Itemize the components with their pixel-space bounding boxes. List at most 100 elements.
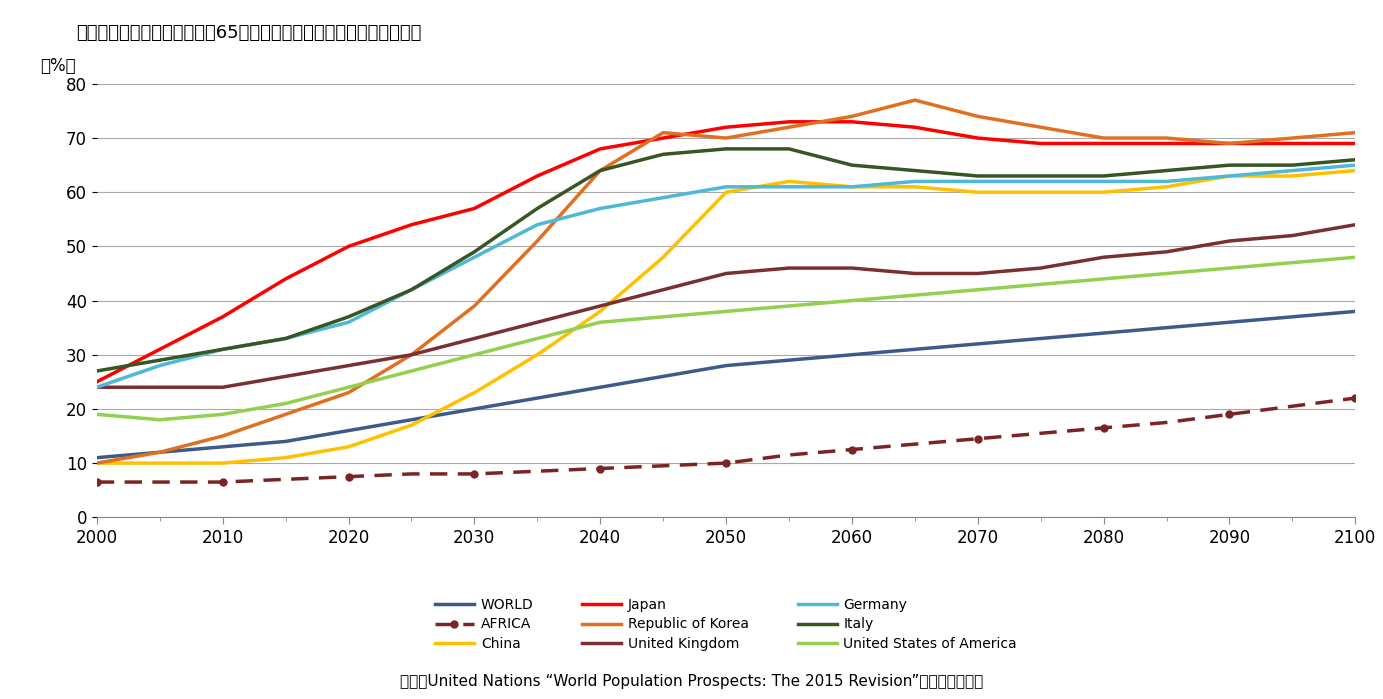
WORLD xyxy=(214,442,231,451)
United States of America xyxy=(781,302,798,310)
Germany xyxy=(781,182,798,191)
Republic of Korea xyxy=(404,350,420,359)
Republic of Korea xyxy=(718,134,734,143)
AFRICA xyxy=(718,459,734,467)
China xyxy=(278,454,295,462)
Republic of Korea xyxy=(340,389,357,397)
Republic of Korea xyxy=(152,448,169,456)
AFRICA xyxy=(592,464,609,473)
Japan xyxy=(656,134,672,143)
WORLD xyxy=(844,350,860,359)
Germany xyxy=(656,194,672,202)
Republic of Korea xyxy=(1221,139,1238,147)
Japan xyxy=(1221,139,1238,147)
United States of America xyxy=(1033,280,1050,289)
AFRICA xyxy=(656,461,672,470)
Japan xyxy=(1159,139,1176,147)
United States of America xyxy=(530,334,546,343)
WORLD xyxy=(89,454,105,462)
WORLD xyxy=(592,383,609,391)
AFRICA xyxy=(969,435,986,443)
Italy xyxy=(89,367,105,375)
United Kingdom xyxy=(969,269,986,278)
Italy xyxy=(1033,172,1050,180)
Japan xyxy=(340,242,357,250)
United Kingdom xyxy=(214,383,231,391)
Italy xyxy=(718,145,734,153)
WORLD xyxy=(969,340,986,348)
Line: Republic of Korea: Republic of Korea xyxy=(97,100,1355,463)
Line: Germany: Germany xyxy=(97,165,1355,387)
United States of America xyxy=(152,415,169,424)
WORLD xyxy=(466,405,483,413)
United Kingdom xyxy=(340,361,357,370)
Germany xyxy=(1285,166,1301,175)
Japan xyxy=(907,123,924,131)
Japan xyxy=(404,221,420,229)
United Kingdom xyxy=(530,318,546,326)
Line: United Kingdom: United Kingdom xyxy=(97,225,1355,387)
United Kingdom xyxy=(1347,221,1364,229)
AFRICA xyxy=(844,445,860,454)
United Kingdom xyxy=(656,285,672,294)
China xyxy=(466,389,483,397)
WORLD xyxy=(152,448,169,456)
Republic of Korea xyxy=(1159,134,1176,143)
Germany xyxy=(1347,161,1364,169)
United Kingdom xyxy=(1095,253,1112,261)
China xyxy=(152,459,169,467)
Republic of Korea xyxy=(969,112,986,120)
Republic of Korea xyxy=(1285,134,1301,143)
United Kingdom xyxy=(89,383,105,391)
Republic of Korea xyxy=(592,166,609,175)
United Kingdom xyxy=(1221,237,1238,245)
United Kingdom xyxy=(152,383,169,391)
Italy xyxy=(1285,161,1301,169)
China xyxy=(89,459,105,467)
Germany xyxy=(969,177,986,185)
United States of America xyxy=(656,312,672,321)
Germany xyxy=(1221,172,1238,180)
Germany xyxy=(404,285,420,294)
United States of America xyxy=(214,410,231,419)
Germany xyxy=(340,318,357,326)
Line: WORLD: WORLD xyxy=(97,312,1355,458)
Germany xyxy=(1095,177,1112,185)
AFRICA xyxy=(466,470,483,478)
WORLD xyxy=(1347,308,1364,316)
Republic of Korea xyxy=(1033,123,1050,131)
WORLD xyxy=(278,438,295,446)
AFRICA xyxy=(1347,394,1364,402)
China xyxy=(592,308,609,316)
China xyxy=(530,350,546,359)
Text: 図表１　各国の高齢化比率（65歳以上人口／生産年齢人口）の見通し: 図表１ 各国の高齢化比率（65歳以上人口／生産年齢人口）の見通し xyxy=(76,24,422,43)
AFRICA xyxy=(1159,418,1176,426)
China xyxy=(1285,172,1301,180)
Text: 出所：United Nations “World Population Prospects: The 2015 Revision”を筆者グラフ化: 出所：United Nations “World Population Pros… xyxy=(400,674,983,689)
China xyxy=(340,442,357,451)
Japan xyxy=(214,312,231,321)
Japan xyxy=(278,275,295,283)
Italy xyxy=(404,285,420,294)
WORLD xyxy=(404,415,420,424)
United Kingdom xyxy=(404,350,420,359)
Italy xyxy=(214,345,231,354)
WORLD xyxy=(1285,312,1301,321)
United States of America xyxy=(466,350,483,359)
Line: United States of America: United States of America xyxy=(97,257,1355,419)
China xyxy=(656,253,672,261)
Japan xyxy=(969,134,986,143)
China xyxy=(1159,182,1176,191)
AFRICA xyxy=(404,470,420,478)
Republic of Korea xyxy=(907,96,924,104)
Japan xyxy=(781,117,798,126)
United Kingdom xyxy=(718,269,734,278)
United States of America xyxy=(404,367,420,375)
Japan xyxy=(844,117,860,126)
Italy xyxy=(907,166,924,175)
Germany xyxy=(466,253,483,261)
United States of America xyxy=(89,410,105,419)
AFRICA xyxy=(1285,402,1301,410)
United Kingdom xyxy=(907,269,924,278)
AFRICA xyxy=(278,475,295,484)
